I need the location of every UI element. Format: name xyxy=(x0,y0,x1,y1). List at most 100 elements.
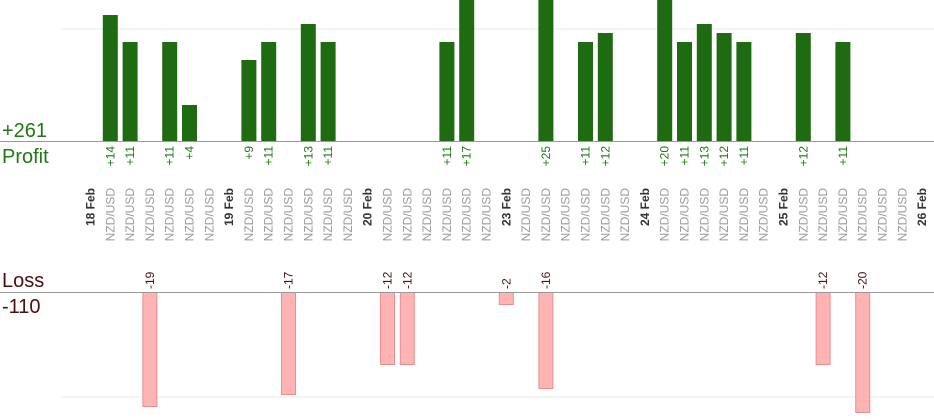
category-pair-label: NZD/USD xyxy=(341,188,355,242)
category-date-label: 18 Feb xyxy=(84,188,98,226)
loss-value-label: -12 xyxy=(816,271,830,289)
profit-bar xyxy=(716,33,732,141)
category-pair-label: NZD/USD xyxy=(420,188,434,242)
category-pair-label: NZD/USD xyxy=(579,188,593,242)
category-pair-label: NZD/USD xyxy=(460,188,474,242)
loss-bar xyxy=(142,292,158,407)
profit-value-label: +14 xyxy=(103,146,117,167)
grid-layer xyxy=(62,28,934,398)
category-pair-label: NZD/USD xyxy=(262,188,276,242)
profit-bar xyxy=(320,42,336,141)
profit-total: +261 xyxy=(2,120,47,142)
loss-bar xyxy=(380,292,395,365)
profit-value-label: +11 xyxy=(836,146,850,166)
category-pair-label: NZD/USD xyxy=(717,188,731,242)
loss-value-label: -12 xyxy=(381,271,395,289)
loss-value-label: -16 xyxy=(539,271,553,289)
loss-label: Loss xyxy=(2,270,44,292)
loss-value-labels: -19 -17 -12 -12 -2 -16 -12 -20 xyxy=(143,271,870,289)
category-pair-label: NZD/USD xyxy=(242,188,256,242)
category-date-label: 26 Feb xyxy=(915,188,929,226)
profit-bar xyxy=(835,42,851,141)
profit-bar xyxy=(795,33,811,141)
profit-bar xyxy=(657,0,673,141)
category-pair-label: NZD/USD xyxy=(123,188,137,242)
category-pair-label: NZD/USD xyxy=(282,188,296,242)
category-pair-label: NZD/USD xyxy=(658,188,672,242)
category-pair-label: NZD/USD xyxy=(202,188,216,242)
profit-label: Profit xyxy=(2,146,49,168)
category-pair-label: NZD/USD xyxy=(321,188,335,242)
axis-layer xyxy=(0,141,934,293)
profit-value-label: +11 xyxy=(440,146,454,166)
category-pair-label: NZD/USD xyxy=(737,188,751,242)
profit-value-label: +11 xyxy=(579,146,593,166)
profit-bar xyxy=(162,42,178,141)
profit-value-label: +12 xyxy=(717,146,731,167)
profit-value-labels: +14 +11 +11 +4 +9 +11 +13 +11 +11 +17 +25 +11 +12 +20… xyxy=(103,146,850,167)
category-date-label: 20 Feb xyxy=(361,188,375,226)
category-labels: 18 Feb NZD/USD NZD/USD NZD/USD NZD/USD NZD/US… xyxy=(84,188,930,242)
category-pair-label: NZD/USD xyxy=(816,188,830,242)
profit-value-label: +4 xyxy=(183,146,197,160)
profit-value-label: +11 xyxy=(262,146,276,166)
loss-bar xyxy=(281,292,296,395)
category-pair-label: NZD/USD xyxy=(876,188,890,242)
category-pair-label: NZD/USD xyxy=(697,188,711,242)
category-pair-label: NZD/USD xyxy=(618,188,632,242)
profit-value-label: +12 xyxy=(598,146,612,167)
profit-bar xyxy=(597,33,613,141)
profit-bar xyxy=(241,60,257,141)
profit-value-label: +11 xyxy=(737,146,751,166)
category-pair-label: NZD/USD xyxy=(519,188,533,242)
profit-bar xyxy=(439,42,455,141)
loss-value-label: -20 xyxy=(856,271,870,289)
loss-value-label: -19 xyxy=(143,271,157,289)
profit-bar xyxy=(538,0,554,141)
category-pair-label: NZD/USD xyxy=(796,188,810,242)
category-pair-label: NZD/USD xyxy=(163,188,177,242)
category-date-label: 24 Feb xyxy=(638,188,652,226)
category-date-label: 23 Feb xyxy=(499,188,513,226)
profit-bar xyxy=(677,42,692,141)
category-pair-label: NZD/USD xyxy=(440,188,454,242)
profit-bar xyxy=(182,105,197,141)
profit-value-label: +13 xyxy=(301,146,315,167)
category-pair-label: NZD/USD xyxy=(598,188,612,242)
loss-bar xyxy=(498,292,514,305)
category-pair-label: NZD/USD xyxy=(559,188,573,242)
category-pair-label: NZD/USD xyxy=(895,188,909,242)
profit-value-label: +12 xyxy=(796,146,810,167)
profit-bar xyxy=(102,15,118,141)
loss-value-label: -17 xyxy=(282,271,296,289)
profit-bar xyxy=(122,42,138,141)
category-date-label: 19 Feb xyxy=(222,188,236,226)
profit-value-label: +9 xyxy=(242,146,256,160)
profit-bar xyxy=(736,42,752,141)
category-pair-label: NZD/USD xyxy=(856,188,870,242)
profit-bar xyxy=(459,0,475,141)
category-pair-label: NZD/USD xyxy=(757,188,771,242)
profit-bar xyxy=(300,24,316,141)
category-pair-label: NZD/USD xyxy=(301,188,315,242)
profit-value-label: +11 xyxy=(678,146,692,166)
profit-bar xyxy=(696,24,712,141)
category-pair-label: NZD/USD xyxy=(143,188,157,242)
category-pair-label: NZD/USD xyxy=(381,188,395,242)
category-date-label: 25 Feb xyxy=(777,188,791,226)
category-pair-label: NZD/USD xyxy=(103,188,117,242)
loss-value-label: -2 xyxy=(499,278,513,289)
profit-value-label: +13 xyxy=(697,146,711,167)
profit-bar xyxy=(261,42,277,141)
category-pair-label: NZD/USD xyxy=(480,188,494,242)
loss-bar xyxy=(855,292,871,413)
loss-bar xyxy=(815,292,831,365)
profit-value-label: +11 xyxy=(163,146,177,166)
loss-value-label: -12 xyxy=(400,271,414,289)
loss-total: -110 xyxy=(2,296,41,318)
profit-bar xyxy=(578,42,593,141)
loss-bar xyxy=(399,292,415,365)
profit-value-label: +11 xyxy=(321,146,335,166)
